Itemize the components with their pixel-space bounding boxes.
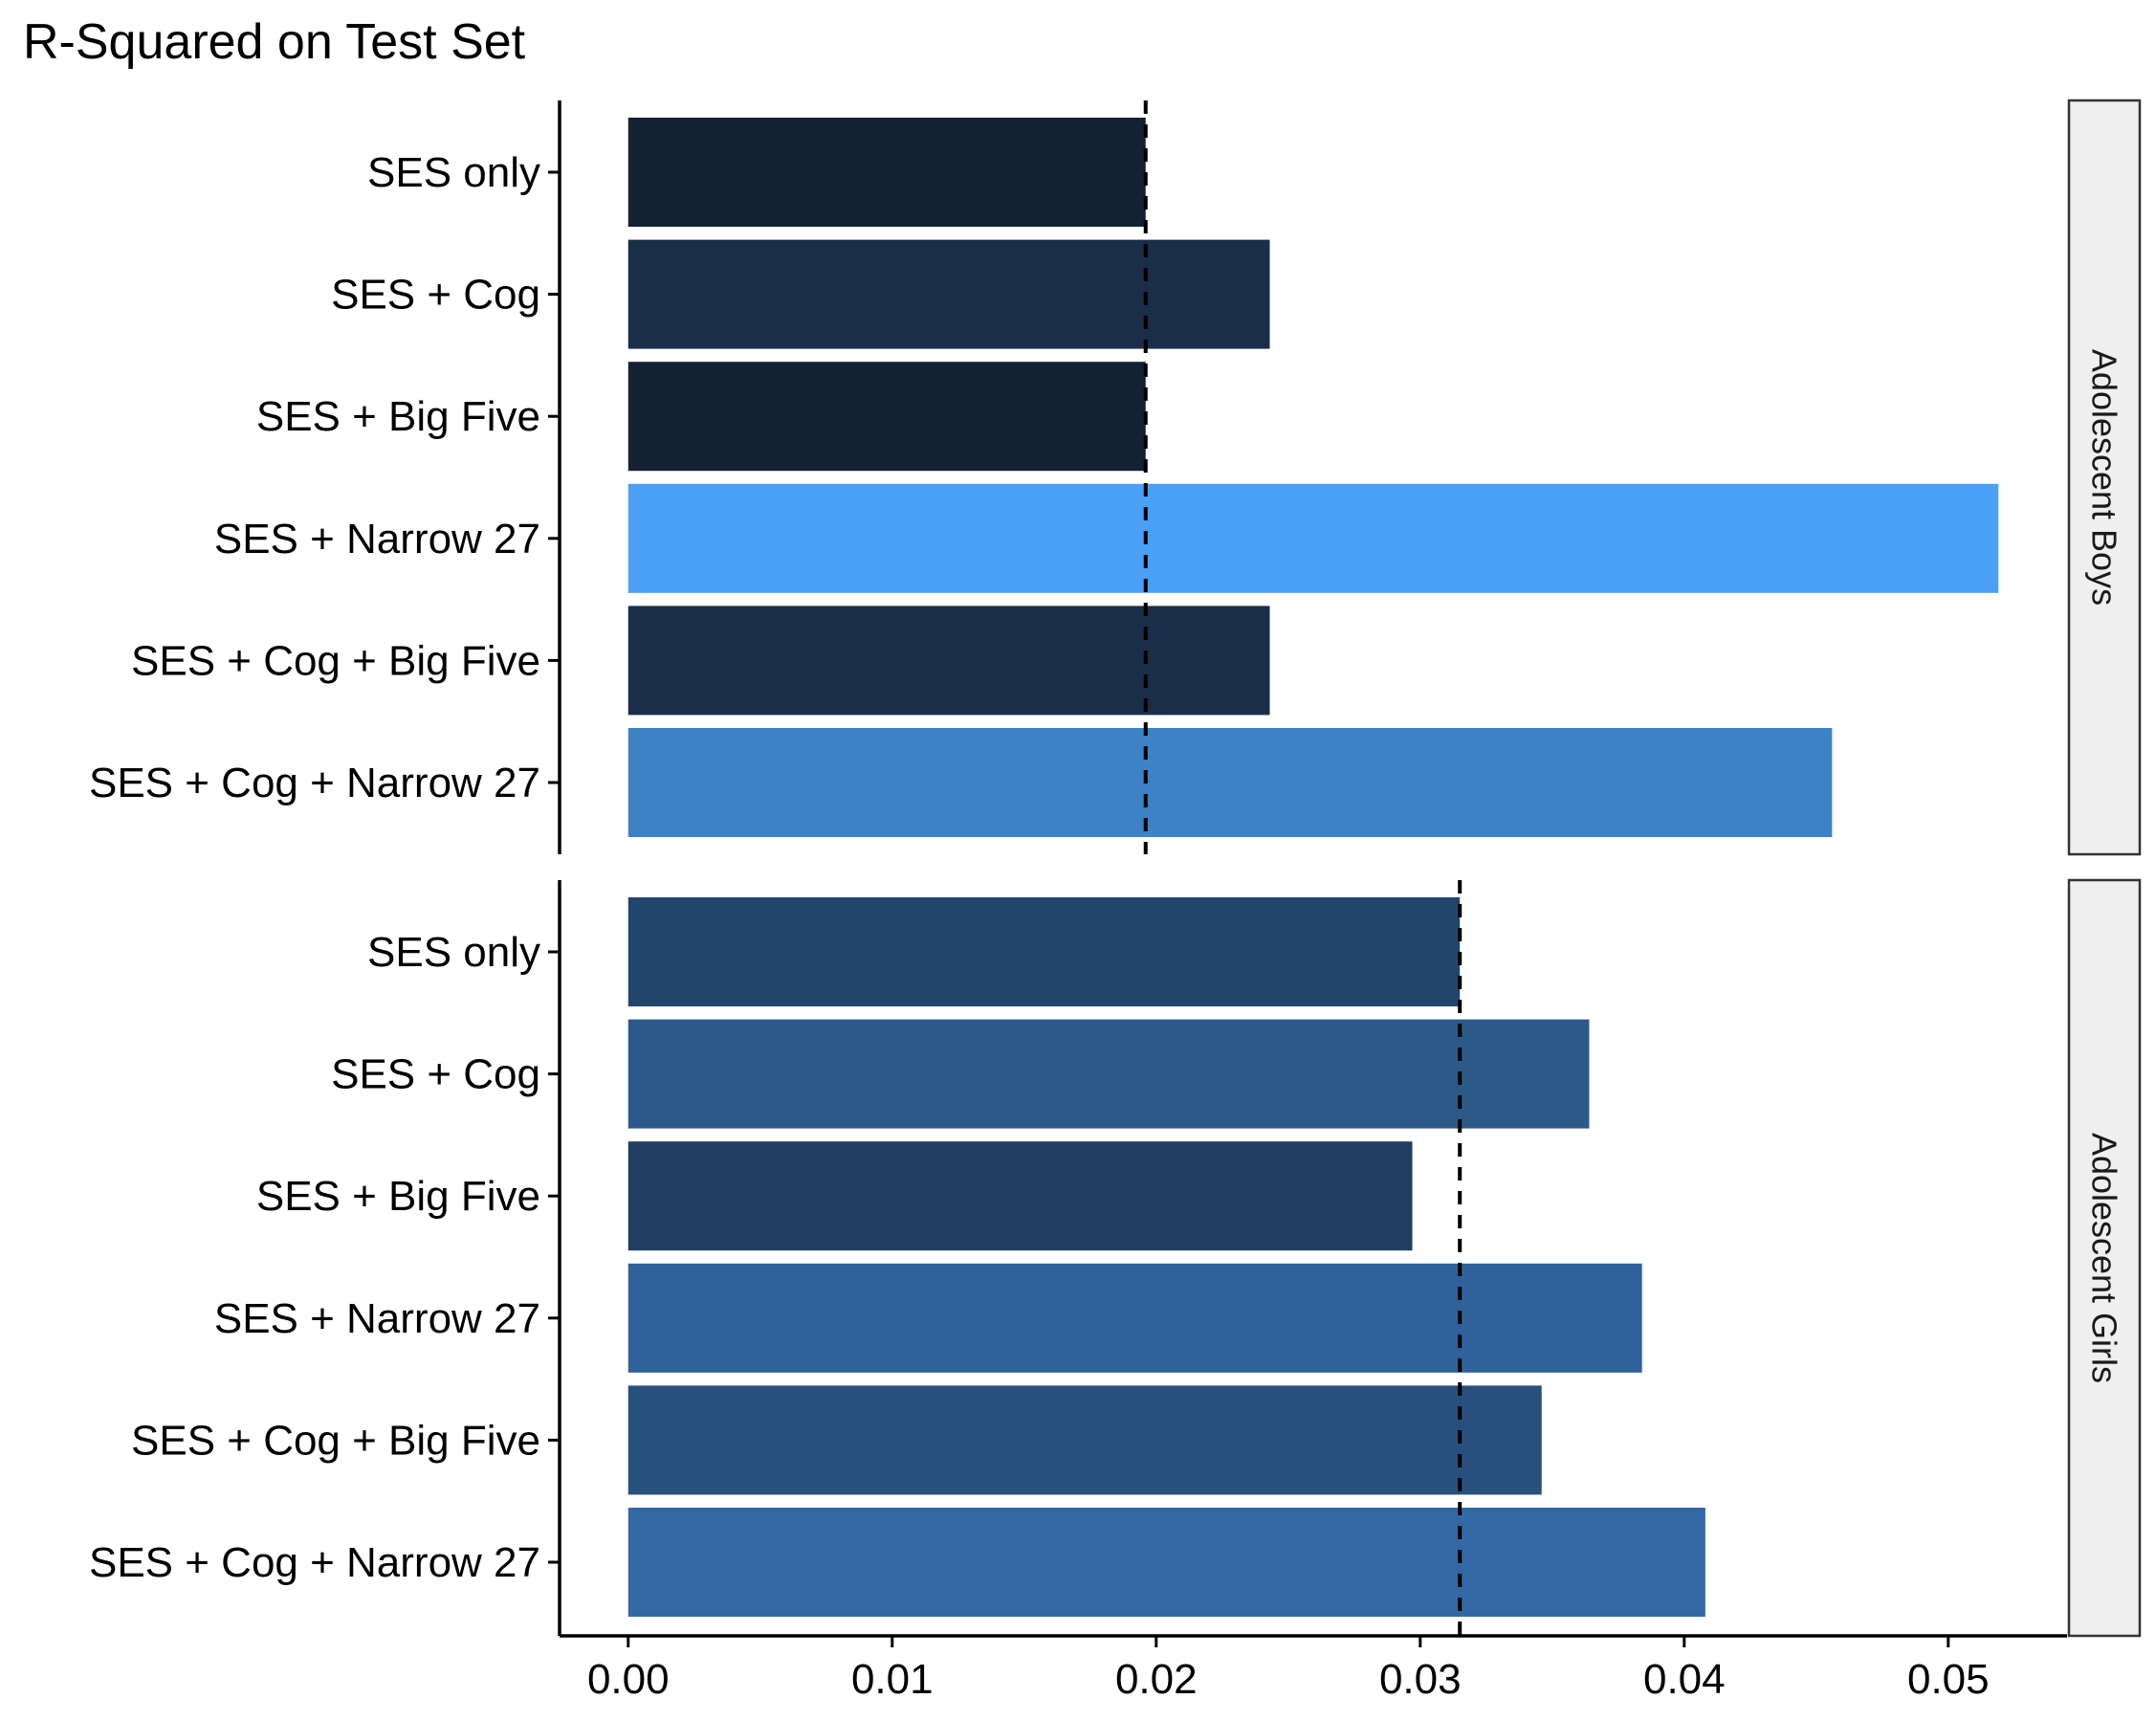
facet-strip xyxy=(2067,878,2142,1638)
x-tick-label: 0.03 xyxy=(1379,1656,1462,1703)
chart-title: R-Squared on Test Set xyxy=(23,14,526,70)
bar xyxy=(627,239,1270,349)
x-tick-label: 0.04 xyxy=(1643,1656,1726,1703)
bar xyxy=(627,118,1146,227)
y-tick-label: SES + Cog + Big Five xyxy=(131,637,540,684)
bar xyxy=(627,897,1461,1006)
y-tick-label: SES + Narrow 27 xyxy=(214,1295,540,1342)
y-tick-label: SES + Big Five xyxy=(256,1173,540,1220)
facet-strip xyxy=(2067,99,2142,856)
x-tick-label: 0.05 xyxy=(1907,1656,1990,1703)
facet-strip-label: Adolescent Boys xyxy=(2085,349,2124,606)
y-tick-label: SES + Cog + Narrow 27 xyxy=(89,760,540,806)
y-tick-label: SES + Narrow 27 xyxy=(214,516,540,563)
panel-1: SES only SES + Cog SES + Big Five SES + Nar… xyxy=(89,99,2142,856)
facet-strip-label: Adolescent Girls xyxy=(2085,1133,2124,1383)
y-tick-label: SES + Cog + Big Five xyxy=(131,1417,540,1464)
bar xyxy=(627,483,1999,593)
x-axis: 0.00 0.01 0.02 0.03 0.04 0.05 xyxy=(560,1634,2067,1703)
bar xyxy=(627,1508,1705,1617)
y-tick-label: SES only xyxy=(367,929,540,976)
y-tick-label: SES + Big Five xyxy=(256,393,540,440)
y-tick-label: SES + Cog xyxy=(331,272,540,319)
y-tick-label: SES + Cog + Narrow 27 xyxy=(89,1539,540,1586)
x-tick-label: 0.01 xyxy=(851,1656,934,1703)
bar xyxy=(627,1263,1642,1373)
bar xyxy=(627,606,1270,716)
x-tick-label: 0.02 xyxy=(1115,1656,1198,1703)
bar xyxy=(627,1019,1590,1129)
y-tick-label: SES + Cog xyxy=(331,1051,540,1098)
bar xyxy=(627,1385,1542,1495)
y-tick-label: SES only xyxy=(367,149,540,196)
bar xyxy=(627,1141,1413,1251)
bar xyxy=(627,728,1833,837)
x-tick-label: 0.00 xyxy=(587,1656,670,1703)
bar xyxy=(627,362,1146,472)
panel-2: SES only SES + Cog SES + Big Five SES + Nar… xyxy=(89,878,2142,1638)
panels-layer: SES only SES + Cog SES + Big Five SES + Nar… xyxy=(89,99,2142,1638)
